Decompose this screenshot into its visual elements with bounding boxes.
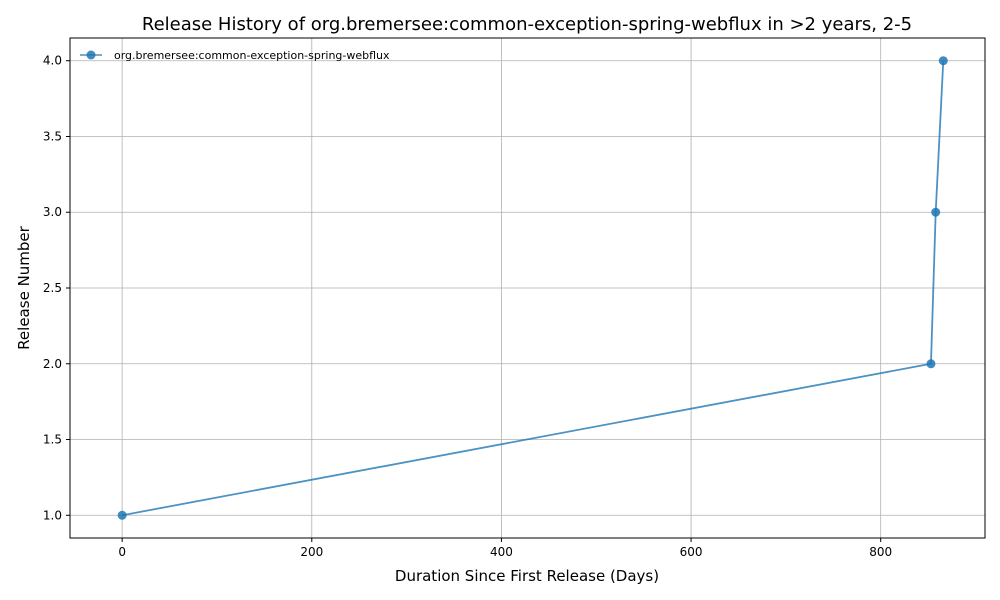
legend: org.bremersee:common-exception-spring-we… xyxy=(80,49,390,62)
y-tick-label: 3.0 xyxy=(43,205,62,219)
y-tick-label: 1.5 xyxy=(43,433,62,447)
x-tick-label: 0 xyxy=(118,545,126,559)
x-tick-label: 600 xyxy=(680,545,703,559)
data-point xyxy=(926,359,936,369)
series-group xyxy=(117,56,948,520)
chart-title: Release History of org.bremersee:common-… xyxy=(142,14,912,35)
y-tick-label: 1.0 xyxy=(43,508,62,522)
y-axis-label: Release Number xyxy=(15,225,33,349)
x-tick-label: 800 xyxy=(869,545,892,559)
legend-series-label: org.bremersee:common-exception-spring-we… xyxy=(114,49,390,62)
y-axis-ticks: 1.0 1.5 2.0 2.5 3.0 3.5 4.0 xyxy=(43,54,70,522)
grid-lines xyxy=(70,38,985,538)
x-tick-label: 200 xyxy=(300,545,323,559)
series-line xyxy=(121,60,945,517)
data-point xyxy=(938,56,948,66)
y-tick-label: 2.5 xyxy=(43,281,62,295)
x-tick-label: 400 xyxy=(490,545,513,559)
data-point xyxy=(117,510,127,520)
y-tick-label: 4.0 xyxy=(43,54,62,68)
x-axis-label: Duration Since First Release (Days) xyxy=(395,567,659,585)
y-tick-label: 2.0 xyxy=(43,357,62,371)
data-point xyxy=(931,207,941,217)
y-tick-label: 3.5 xyxy=(43,129,62,143)
x-axis-ticks: 0 200 400 600 800 xyxy=(118,538,892,559)
legend-point-marker xyxy=(86,50,96,60)
